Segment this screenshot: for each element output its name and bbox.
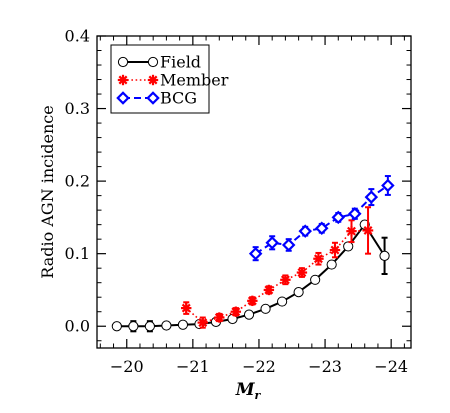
data-point-member: [247, 295, 258, 307]
data-point-field: [260, 303, 271, 314]
legend-label: Field: [160, 53, 201, 72]
legend-item-field: Field: [117, 53, 201, 72]
y-tick-label: 0.4: [65, 27, 90, 46]
series-member: [181, 206, 374, 329]
data-point-bcg: [281, 238, 296, 252]
plot-frame: [96, 35, 412, 349]
data-point-member: [263, 284, 275, 296]
data-point-member: [296, 267, 308, 278]
data-point-member: [362, 225, 374, 236]
legend-marker-end: [147, 74, 159, 86]
data-point-member: [181, 302, 192, 314]
series-field: [111, 219, 390, 333]
ticks-layer: −20 −21 −22 −23 −24 0.0 0.1 0.2 0.3 0.4: [65, 27, 411, 376]
y-tick-label: 0.3: [65, 99, 90, 118]
x-axis-label: Mr: [235, 380, 262, 402]
x-tick-label: −23: [308, 357, 342, 376]
series-bcg: [248, 175, 395, 262]
x-tick-label: −24: [374, 357, 408, 376]
data-point-field: [379, 250, 390, 261]
data-point-member: [313, 253, 324, 264]
data-point-bcg: [381, 178, 395, 193]
legend-item-member: Member: [117, 71, 229, 90]
data-point-field: [310, 274, 321, 285]
legend-marker-end: [146, 91, 160, 105]
data-point-bcg: [315, 221, 329, 236]
legend-marker-start: [117, 74, 129, 86]
x-axis-label-sub: r: [255, 389, 262, 402]
x-tick-label: −22: [242, 357, 276, 376]
data-point-field: [293, 287, 304, 298]
y-tick-label: 0.1: [65, 244, 90, 263]
data-point-member: [197, 317, 208, 328]
data-point-bcg: [298, 224, 312, 238]
data-point-member: [329, 244, 341, 256]
data-point-field: [326, 259, 337, 270]
legend-marker-start: [117, 56, 129, 68]
legend-marker-start: [116, 91, 130, 105]
data-point-field: [161, 320, 172, 331]
data-point-member: [280, 274, 291, 285]
data-point-field: [276, 296, 288, 307]
x-tick-label: −21: [176, 357, 210, 376]
data-point-field: [177, 319, 189, 330]
x-axis-label-main: M: [235, 380, 256, 400]
series-line-member: [185, 229, 369, 324]
y-axis-label: Radio AGN incidence: [38, 105, 57, 278]
data-point-field: [243, 309, 255, 320]
data-point-bcg: [331, 210, 346, 225]
data-point-bcg: [265, 236, 279, 250]
data-point-member: [230, 306, 242, 317]
series-layer: [111, 175, 395, 333]
data-point-bcg: [364, 190, 379, 204]
data-point-field: [111, 321, 122, 332]
data-point-member: [346, 225, 357, 237]
data-point-bcg: [348, 207, 362, 221]
data-point-bcg: [248, 246, 263, 261]
data-point-field: [343, 241, 354, 252]
data-point-member: [214, 312, 225, 323]
y-tick-label: 0.0: [65, 317, 90, 336]
data-point-field: [128, 321, 139, 332]
legend-item-bcg: BCG: [116, 89, 197, 108]
legend-marker-end: [147, 56, 159, 68]
x-tick-label: −20: [110, 357, 144, 376]
legend-label: Member: [160, 71, 229, 90]
data-point-field: [144, 321, 155, 332]
y-tick-label: 0.2: [65, 172, 90, 191]
legend-label: BCG: [160, 89, 197, 108]
